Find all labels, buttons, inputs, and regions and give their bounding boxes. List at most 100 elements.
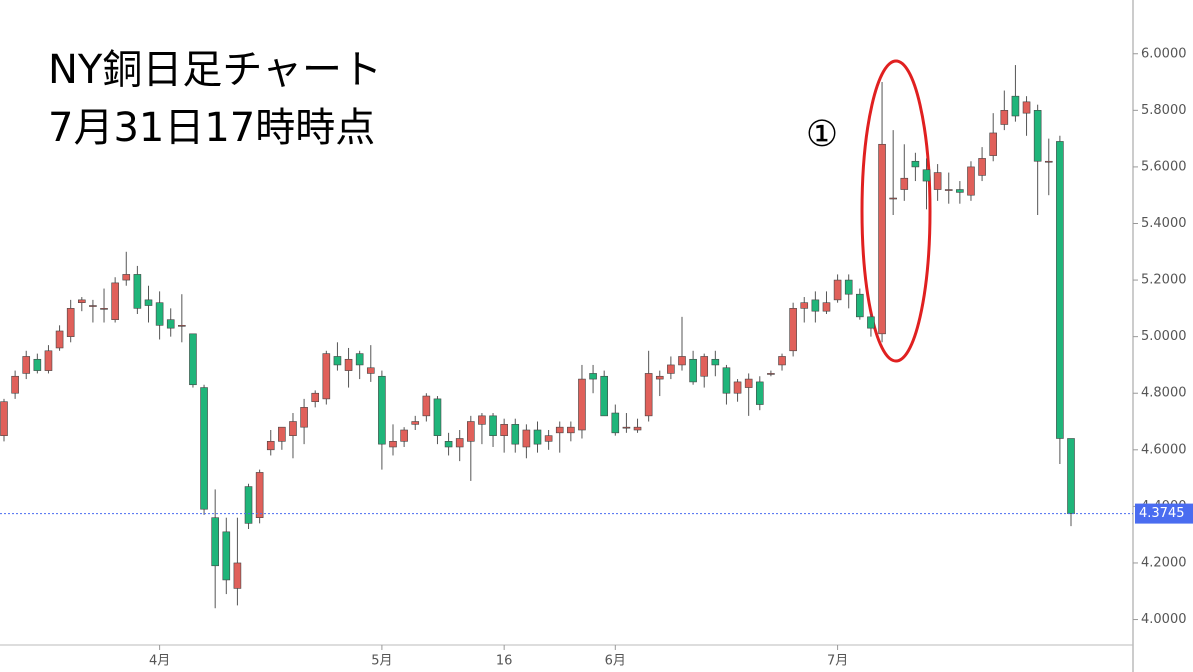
candle-body — [1000, 110, 1009, 125]
chart-subtitle: 7月31日17時時点 — [48, 105, 375, 151]
candle-body — [933, 172, 942, 190]
candle-body — [789, 308, 797, 352]
candle-body — [544, 435, 553, 442]
candle-body — [200, 387, 208, 510]
candle-body — [755, 381, 764, 405]
candle-body — [266, 441, 275, 451]
candle-body — [678, 356, 686, 366]
candle-body — [611, 412, 620, 434]
candle-body — [744, 378, 753, 388]
candle-body — [22, 356, 31, 374]
candle-body — [722, 367, 731, 394]
candle-body — [700, 356, 709, 377]
candle-body — [222, 531, 231, 581]
candle-body — [578, 378, 586, 431]
candle-body — [856, 293, 864, 318]
candle-body — [1044, 160, 1053, 163]
x-tick-label: 16 — [496, 654, 513, 669]
candle-body — [956, 189, 964, 193]
x-tick-label: 6月 — [605, 654, 626, 669]
candle-body — [1022, 101, 1031, 114]
y-tick-label: 4.0000 — [1141, 612, 1187, 627]
candle-body — [1067, 438, 1075, 514]
candle-body — [155, 302, 164, 326]
candle-body — [644, 373, 653, 417]
candle-body — [478, 415, 486, 425]
candle-body — [589, 373, 597, 380]
candle-body — [411, 421, 420, 425]
candle-body — [189, 333, 197, 386]
candle-body — [33, 358, 42, 371]
candle-body — [55, 330, 64, 349]
x-tick-label: 7月 — [827, 654, 848, 669]
candle-body — [244, 486, 253, 524]
candle-body — [511, 424, 520, 445]
candle-body — [778, 356, 786, 366]
candle-body — [1033, 110, 1042, 162]
y-tick-label: 4.6000 — [1141, 442, 1187, 457]
candle-body — [389, 441, 397, 448]
candle-body — [211, 517, 219, 567]
candle-body — [278, 426, 286, 442]
last-price-box — [1135, 503, 1193, 524]
candle-body — [900, 177, 909, 190]
candle-body — [911, 160, 920, 168]
candle-body — [555, 426, 564, 434]
candle-body — [967, 166, 975, 196]
last-price-label: 4.3745 — [1139, 506, 1185, 521]
highlight-ellipse — [860, 59, 932, 363]
candle-body — [111, 282, 119, 320]
x-tick-label: 5月 — [371, 654, 392, 669]
candle-body — [422, 395, 431, 417]
y-tick-label: 5.6000 — [1141, 159, 1187, 174]
candle-body — [255, 472, 264, 518]
candle-body — [133, 274, 142, 309]
candle-body — [400, 429, 408, 442]
candle-body — [366, 367, 375, 374]
candle-body — [355, 353, 364, 366]
annotation: ① — [806, 114, 838, 155]
candle-body — [0, 401, 8, 436]
candle-body — [867, 316, 875, 329]
y-tick-label: 6.0000 — [1141, 46, 1187, 61]
candle-body — [11, 375, 19, 394]
candle-body — [978, 158, 986, 176]
candle-body — [100, 308, 108, 310]
candle-body — [711, 358, 720, 366]
candle-body — [833, 279, 842, 301]
candle-body — [444, 441, 453, 448]
candle-body — [1011, 95, 1020, 117]
candle-body — [689, 358, 697, 383]
candle-body — [500, 424, 508, 436]
candle-body — [333, 356, 342, 366]
y-tick-label: 5.4000 — [1141, 216, 1187, 231]
candle-body — [922, 169, 931, 182]
y-tick-label: 4.2000 — [1141, 555, 1187, 570]
y-tick-label: 5.2000 — [1141, 273, 1187, 288]
candle-body — [178, 325, 186, 327]
candle-body — [889, 197, 897, 200]
candle-body — [144, 299, 153, 306]
candle-body — [489, 415, 497, 436]
candle-body — [433, 398, 442, 436]
candle-body — [78, 299, 86, 303]
candle-body — [655, 375, 664, 380]
candle-body — [733, 381, 742, 394]
candle-body — [122, 274, 131, 281]
y-tick-label: 5.8000 — [1141, 103, 1187, 118]
candle-body — [166, 319, 175, 329]
chart-title: NY銅日足チャート — [48, 47, 382, 93]
candle-body — [89, 305, 97, 307]
candle-body — [289, 421, 297, 436]
candle-body — [322, 353, 331, 400]
candle-body — [811, 299, 820, 312]
candle-body — [878, 143, 886, 335]
y-tick-label: 5.0000 — [1141, 329, 1187, 344]
candle-body — [800, 302, 809, 309]
candle-body — [567, 426, 575, 434]
candle-body — [300, 407, 308, 428]
candle-body — [533, 429, 542, 445]
candle-body — [455, 438, 464, 448]
